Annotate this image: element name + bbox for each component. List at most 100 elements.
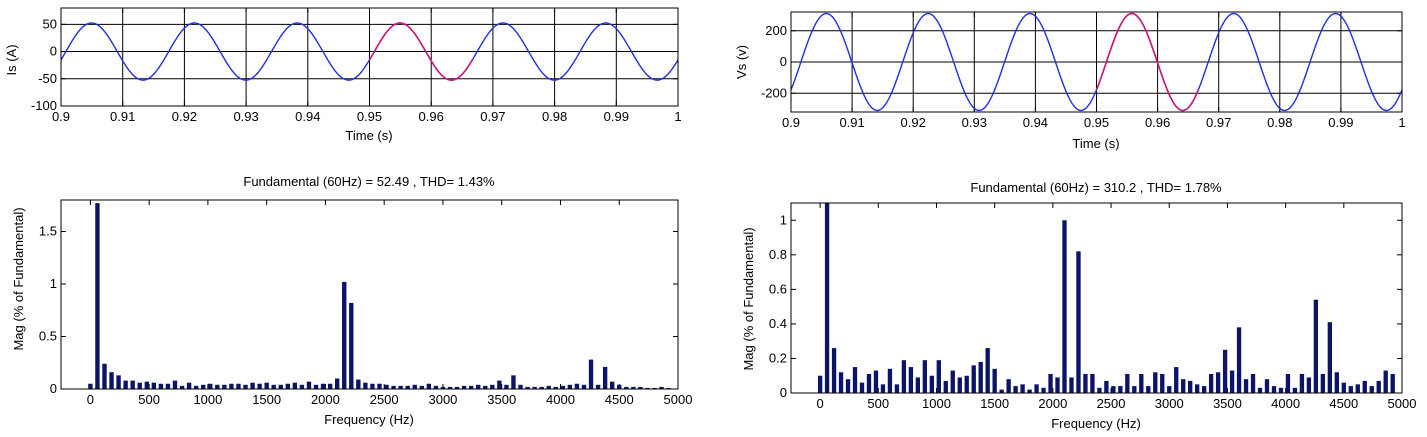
harmonic-bar: [102, 363, 107, 389]
harmonic-bar: [405, 385, 410, 389]
y-tick-label: -50: [38, 71, 57, 86]
harmonic-bar: [1355, 384, 1360, 393]
harmonic-bar: [356, 379, 361, 389]
harmonic-bar: [229, 383, 234, 389]
harmonic-bar: [306, 381, 312, 389]
x-tick-label: 1500: [980, 396, 1009, 411]
x-tick-label: 0.97: [1206, 115, 1231, 130]
harmonic-bar: [158, 383, 164, 389]
harmonic-bar: [384, 384, 389, 389]
x-axis-label: Time (s): [345, 128, 392, 143]
harmonic-bar: [1257, 387, 1263, 393]
harmonic-bar: [1195, 384, 1200, 393]
harmonic-bar: [468, 385, 474, 389]
harmonic-bar: [1188, 380, 1193, 393]
x-tick-label: 1: [1398, 115, 1405, 130]
harmonic-bar: [936, 360, 941, 393]
current-waveform-plot: Is (A) Time (s) 0.9 0.91 0.92 0.93 0.94 0.95 0…: [4, 7, 682, 143]
harmonic-bar: [943, 380, 948, 393]
x-tick-label: 500: [867, 396, 889, 411]
chart-title: Fundamental (60Hz) = 310.2 , THD= 1.78%: [970, 180, 1222, 195]
x-tick-label: 4500: [605, 392, 634, 407]
harmonic-bar: [1069, 377, 1074, 393]
harmonic-bar: [1097, 387, 1102, 393]
harmonic-bar: [504, 384, 509, 389]
y-tick-label: 0.5: [39, 329, 57, 344]
harmonic-bar: [631, 386, 636, 389]
axes-box: [60, 199, 679, 390]
x-tick-label: 0.95: [1084, 115, 1109, 130]
harmonic-bar: [1055, 377, 1060, 393]
harmonic-bar: [1132, 386, 1137, 393]
harmonic-bar: [123, 380, 128, 389]
harmonic-bar: [1020, 384, 1025, 393]
harmonic-bar: [299, 384, 305, 389]
y-tick-label: 0.8: [769, 247, 787, 262]
harmonic-bar: [539, 386, 544, 389]
x-tick-label: 0.97: [480, 109, 505, 124]
x-tick-label: 0.93: [962, 115, 987, 130]
voltage-fft-spectrum: Fundamental (60Hz) = 310.2 , THD= 1.78% …: [741, 180, 1416, 431]
x-tick-label: 0.92: [172, 109, 197, 124]
harmonic-bar: [1167, 386, 1172, 393]
harmonic-bar: [908, 367, 914, 393]
x-tick-label: 0.93: [233, 109, 258, 124]
harmonic-bar: [257, 383, 262, 389]
x-tick-label: 0.94: [295, 109, 320, 124]
harmonic-bar: [426, 383, 432, 389]
x-tick-label: 0.98: [1267, 115, 1292, 130]
y-tick-label: 0: [50, 44, 57, 59]
harmonic-bar: [838, 372, 844, 393]
harmonic-bar: [859, 382, 865, 393]
harmonic-bar: [1083, 374, 1088, 393]
x-tick-label: 3500: [487, 392, 516, 407]
x-tick-label: 0.96: [1145, 115, 1170, 130]
x-axis-label: Time (s): [1072, 136, 1119, 151]
harmonic-bar: [553, 386, 558, 389]
x-tick-label: 0.99: [604, 109, 629, 124]
harmonic-bar: [1146, 386, 1151, 393]
y-tick-label: 200: [765, 23, 787, 38]
x-tick-label: 0.94: [1023, 115, 1048, 130]
voltage-waveform-plot: Vs (v) Time (s) 0.9 0.91 0.92 0.93 0.94 0.95 0…: [734, 11, 1406, 151]
harmonic-bar: [1118, 386, 1123, 393]
harmonic-bar: [950, 370, 955, 393]
harmonic-bar: [985, 348, 990, 393]
x-tick-label: 0.91: [839, 115, 864, 130]
x-tick-label: 0: [816, 396, 823, 411]
harmonic-bar: [546, 385, 551, 389]
x-tick-label: 0.9: [782, 115, 800, 130]
harmonic-bar: [581, 384, 587, 389]
harmonic-bar: [398, 385, 403, 389]
harmonic-bar: [532, 386, 537, 389]
harmonic-bar: [208, 383, 213, 389]
harmonic-bar: [978, 361, 983, 393]
harmonic-bar: [327, 383, 333, 389]
harmonic-bar: [624, 386, 629, 389]
harmonic-bar: [250, 382, 255, 389]
harmonic-bar: [617, 384, 622, 389]
y-tick-label: 0: [780, 385, 787, 400]
harmonic-bar: [88, 383, 93, 389]
harmonic-bar: [497, 380, 502, 389]
harmonic-bar: [222, 384, 227, 389]
y-axis-label: Is (A): [4, 44, 19, 75]
harmonic-bar: [873, 370, 879, 393]
current-fft-spectrum: Fundamental (60Hz) = 52.49 , THD= 1.43% …: [11, 174, 692, 427]
x-tick-label: 2000: [1038, 396, 1067, 411]
x-tick-label: 500: [138, 392, 160, 407]
x-tick-label: 5000: [1388, 396, 1417, 411]
harmonic-bar: [313, 384, 319, 389]
harmonic-bar: [971, 365, 976, 393]
y-tick-label: -100: [31, 98, 57, 113]
x-axis-label: Frequency (Hz): [1051, 416, 1141, 431]
harmonic-bar: [1369, 386, 1374, 393]
harmonic-bar: [271, 384, 276, 389]
harmonic-bar: [1250, 374, 1256, 393]
harmonic-bar: [1013, 386, 1018, 393]
axes-box: [790, 11, 1403, 113]
x-tick-label: 2500: [370, 392, 399, 407]
harmonic-bar: [440, 386, 446, 389]
harmonic-bar: [901, 360, 907, 393]
